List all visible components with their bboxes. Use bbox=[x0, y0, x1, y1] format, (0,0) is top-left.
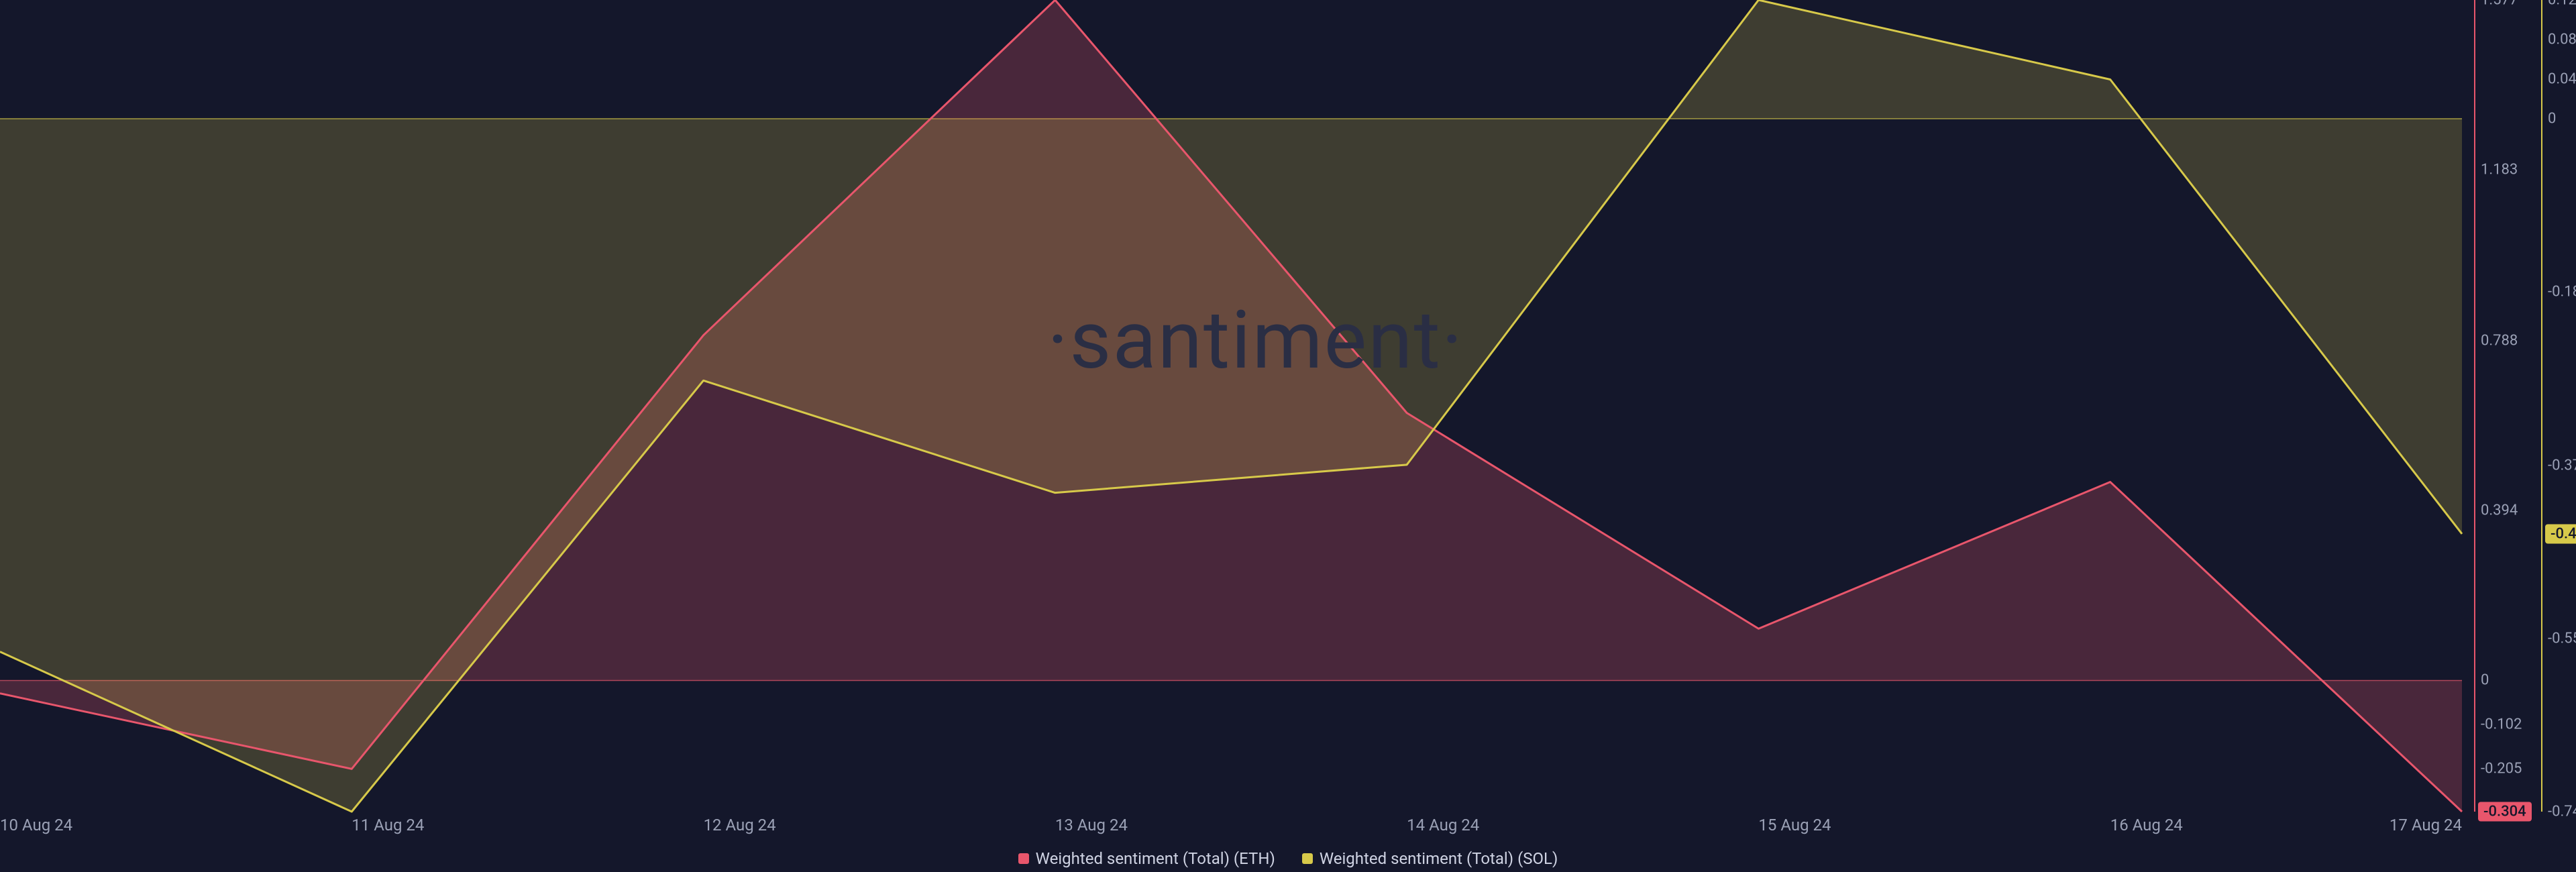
area-right bbox=[0, 0, 2462, 812]
current-value-badge-left: -0.304 bbox=[2478, 802, 2532, 822]
legend: Weighted sentiment (Total) (ETH) Weighted… bbox=[0, 849, 2576, 868]
x-tick: 10 Aug 24 bbox=[0, 816, 72, 834]
y-tick-right: -0.185 bbox=[2548, 283, 2576, 300]
x-tick: 13 Aug 24 bbox=[1055, 816, 1128, 834]
y-tick-left: 0.788 bbox=[2481, 332, 2518, 349]
y-tick-left: 1.183 bbox=[2481, 162, 2518, 178]
y-tick-right: -0.556 bbox=[2548, 631, 2576, 647]
y-tick-right: -0.371 bbox=[2548, 457, 2576, 474]
y-axis-eth-line bbox=[2474, 0, 2475, 812]
legend-item[interactable]: Weighted sentiment (Total) (SOL) bbox=[1302, 849, 1558, 868]
legend-label: Weighted sentiment (Total) (ETH) bbox=[1036, 849, 1275, 868]
y-tick-right: 0.042 bbox=[2548, 71, 2576, 88]
x-tick: 12 Aug 24 bbox=[704, 816, 776, 834]
x-tick: 17 Aug 24 bbox=[2390, 816, 2462, 834]
y-tick-right: 0.085 bbox=[2548, 31, 2576, 48]
x-tick: 15 Aug 24 bbox=[1758, 816, 1831, 834]
y-axis-sol-line bbox=[2541, 0, 2542, 812]
legend-swatch bbox=[1302, 853, 1313, 864]
y-tick-left: -0.205 bbox=[2481, 761, 2522, 777]
plot-area[interactable]: ·santiment· bbox=[0, 0, 2462, 812]
current-value-badge-right: -0.444 bbox=[2545, 524, 2576, 543]
y-tick-right: 0.127 bbox=[2548, 0, 2576, 9]
y-tick-right: 0 bbox=[2548, 111, 2556, 127]
legend-label: Weighted sentiment (Total) (SOL) bbox=[1320, 849, 1558, 868]
y-tick-left: 0 bbox=[2481, 672, 2489, 689]
chart-svg bbox=[0, 0, 2462, 812]
y-tick-left: -0.102 bbox=[2481, 716, 2522, 733]
x-tick: 11 Aug 24 bbox=[352, 816, 424, 834]
y-axis-sol: 0.127 0.085 0.042 0 -0.185 -0.371 -0.556 -0.741… bbox=[2541, 0, 2576, 872]
y-tick-left: 0.394 bbox=[2481, 502, 2518, 519]
x-axis: 10 Aug 24 11 Aug 24 12 Aug 24 13 Aug 24 14 A… bbox=[0, 816, 2462, 836]
y-tick-left: 1.577 bbox=[2481, 0, 2518, 9]
sentiment-chart: ·santiment· 10 Aug 2411 Aug 2412 Aug 241… bbox=[0, 0, 2576, 872]
legend-item[interactable]: Weighted sentiment (Total) (ETH) bbox=[1018, 849, 1275, 868]
legend-swatch bbox=[1018, 853, 1029, 864]
y-tick-right: -0.741 bbox=[2548, 804, 2576, 820]
x-tick: 14 Aug 24 bbox=[1407, 816, 1479, 834]
x-tick: 16 Aug 24 bbox=[2110, 816, 2183, 834]
